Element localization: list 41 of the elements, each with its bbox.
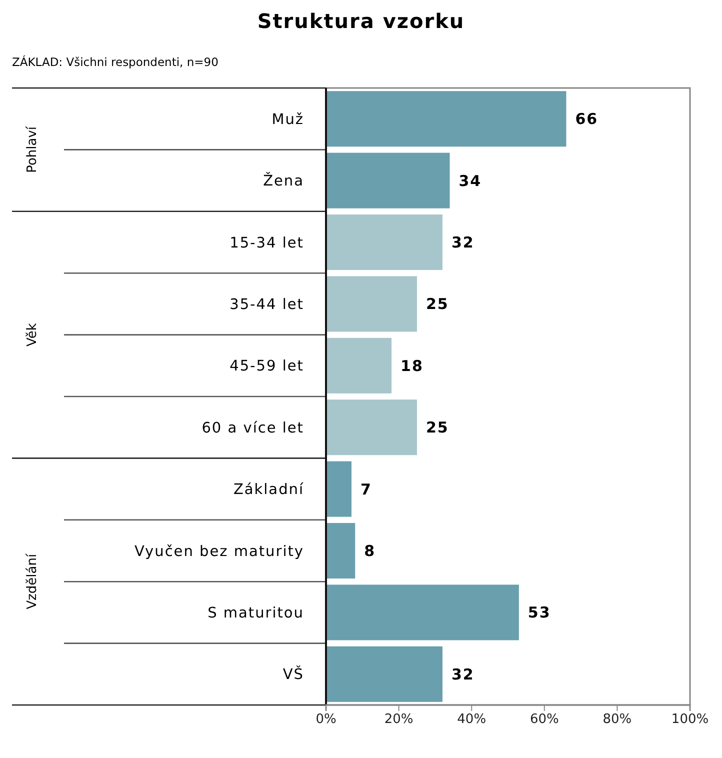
data-label: 8 [364, 542, 376, 560]
x-tick-label: 20% [384, 712, 414, 728]
x-tick-label: 80% [602, 712, 632, 728]
data-label: 66 [575, 110, 598, 128]
y-tick-label: Základní [233, 482, 304, 498]
data-label: 32 [451, 234, 474, 252]
text: Vzdělání [25, 554, 40, 610]
x-tick-label: 0% [316, 712, 336, 728]
y-tick-label: 60 a více let [202, 420, 304, 436]
bar [326, 646, 442, 702]
data-label: 25 [426, 418, 449, 437]
bar [326, 461, 352, 517]
x-tick-label: 100% [671, 712, 709, 728]
text: Věk [25, 322, 40, 347]
y-tick-label: S maturitou [208, 606, 304, 622]
bar [326, 522, 356, 579]
data-label: 18 [400, 356, 424, 375]
bar [326, 91, 566, 147]
text: Pohlaví [25, 126, 40, 173]
data-label: 34 [458, 172, 482, 190]
y-tick-label: Muž [272, 112, 304, 128]
data-label: 7 [360, 480, 372, 498]
text: ZÁKLAD: Všichni respondenti, n=90 [12, 55, 218, 69]
bar [326, 214, 442, 270]
y-tick-label: VŠ [282, 665, 304, 684]
bar [326, 276, 417, 332]
bar [326, 338, 392, 394]
bar [326, 152, 450, 208]
bar [326, 584, 519, 640]
y-tick-label: Vyučen bez maturity [134, 544, 304, 560]
y-tick-label: 45-59 let [230, 358, 304, 375]
data-label: 32 [451, 665, 474, 684]
y-tick-label: 35-44 let [230, 297, 304, 314]
bar [326, 400, 417, 456]
x-tick-label: 60% [530, 712, 559, 728]
chart-title: Struktura vzorku [257, 9, 465, 33]
y-tick-label: 15-34 let [230, 235, 304, 252]
data-label: 53 [528, 604, 551, 622]
data-label: 25 [426, 295, 449, 314]
y-tick-label: Žena [263, 172, 304, 190]
x-tick-label: 40% [457, 712, 486, 728]
